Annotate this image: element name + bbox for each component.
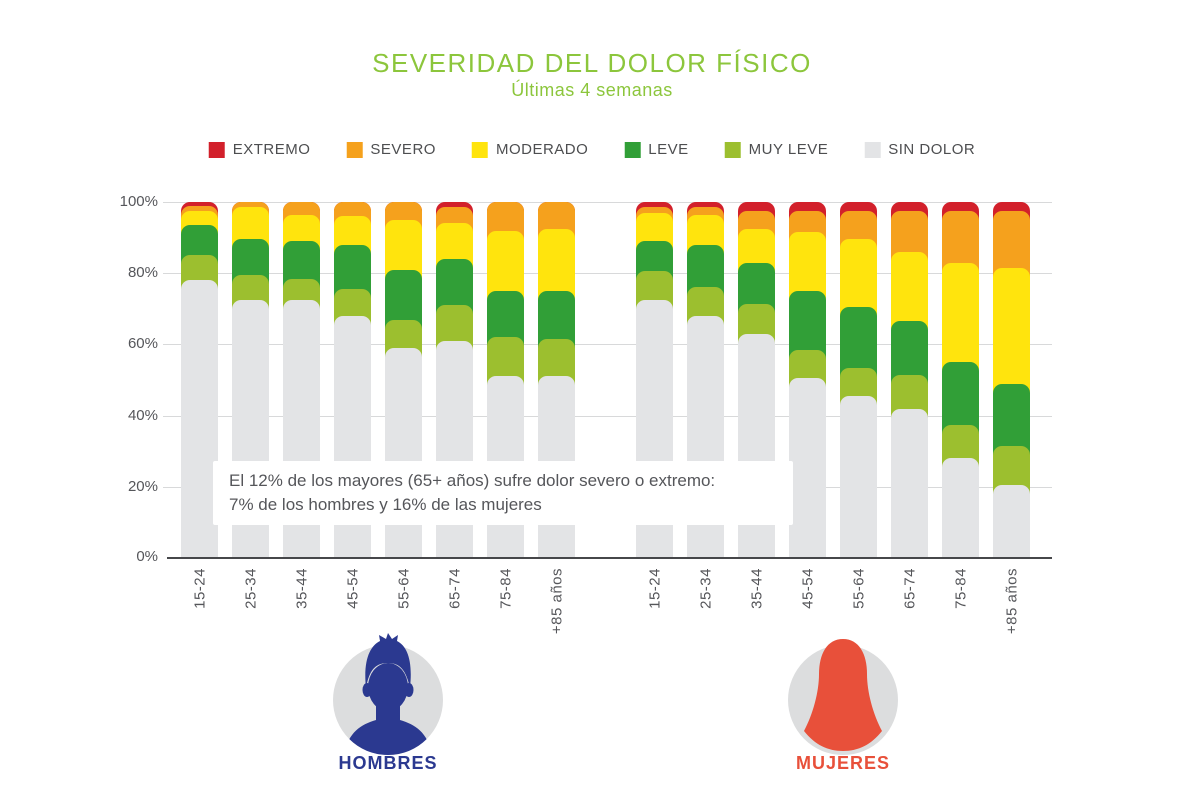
- hombres-label: HOMBRES: [338, 753, 438, 773]
- page-subtitle: Últimas 4 semanas: [511, 80, 673, 100]
- segment-sin_dolor: [436, 340, 473, 558]
- muy-leve-swatch-icon: [724, 141, 741, 158]
- x-axis-label: 45-54: [344, 568, 361, 609]
- legend-label: EXTREMO: [232, 141, 311, 158]
- x-axis-label: 35-44: [293, 568, 310, 609]
- legend-label: LEVE: [648, 141, 689, 158]
- bars-mujeres: 15-24 25-34 35-44 45-54 55-64 65-74 75-84 +85 a…: [636, 202, 1030, 634]
- gridline-40: [163, 416, 1052, 417]
- annotation-line-2: 7% de los hombres y 16% de las mujeres: [229, 494, 542, 514]
- hombres-avatar-icon: [328, 630, 448, 760]
- leve-swatch-icon: [624, 141, 641, 158]
- gridline-100: [163, 202, 1052, 203]
- annotation-line-1: El 12% de los mayores (65+ años) sufre d…: [229, 471, 716, 490]
- x-axis-label: 45-54: [799, 568, 816, 609]
- segment-sin_dolor: [891, 408, 928, 558]
- bar-mujeres-45-54: 45-54: [789, 202, 826, 609]
- legend-item-severo: SEVERO: [346, 141, 436, 158]
- y-axis-tick: 60%: [127, 335, 158, 352]
- x-axis-label: 35-44: [748, 568, 765, 609]
- legend-item-muy-leve: MUY LEVE: [724, 141, 829, 158]
- x-axis-label: 65-74: [446, 568, 463, 609]
- legend-label: SIN DOLOR: [888, 141, 976, 158]
- segment-sin_dolor: [840, 396, 877, 558]
- mujeres-avatar-icon: [783, 630, 903, 760]
- x-axis-label: 55-64: [850, 568, 867, 609]
- x-axis-label: 25-34: [242, 568, 259, 609]
- gridline-60: [163, 344, 1052, 345]
- x-axis-label: 65-74: [901, 568, 918, 609]
- bar-mujeres-55-64: 55-64: [840, 202, 877, 609]
- x-axis-label: 25-34: [697, 568, 714, 609]
- segment-sin_dolor: [789, 378, 826, 558]
- legend-label: MUY LEVE: [748, 141, 829, 158]
- y-axis-tick: 0%: [136, 548, 158, 565]
- y-axis-tick: 80%: [127, 264, 158, 281]
- legend-item-sin-dolor: SIN DOLOR: [864, 141, 975, 158]
- x-axis-label: 15-24: [646, 568, 663, 609]
- severo-swatch-icon: [346, 141, 363, 158]
- x-axis-label: +85 años: [548, 568, 565, 635]
- x-axis-label: +85 años: [1003, 568, 1020, 635]
- x-axis-label: 55-64: [395, 568, 412, 609]
- legend-item-moderado: MODERADO: [471, 141, 589, 158]
- x-axis-label: 75-84: [952, 568, 969, 609]
- segment-sin_dolor: [385, 348, 422, 558]
- legend-item-leve: LEVE: [624, 141, 688, 158]
- annotation-box: El 12% de los mayores (65+ años) sufre d…: [213, 461, 793, 525]
- bar-hombres-15-24: 15-24: [181, 202, 218, 609]
- x-axis-line: [167, 557, 1052, 559]
- gridline-80: [163, 273, 1052, 274]
- segment-sin_dolor: [942, 458, 979, 558]
- legend-label: MODERADO: [495, 141, 589, 158]
- x-axis-label: 15-24: [191, 568, 208, 609]
- mujeres-label: MUJERES: [795, 753, 891, 773]
- legend-item-extremo: EXTREMO: [208, 141, 311, 158]
- segment-sin_dolor: [181, 280, 218, 558]
- segment-sin_dolor: [993, 485, 1030, 558]
- bar-mujeres-65-74: 65-74: [891, 202, 928, 609]
- legend: EXTREMO SEVERO MODERADO LEVE MUY LEVE SI…: [208, 141, 976, 158]
- y-axis-tick: 20%: [127, 478, 158, 495]
- sin-dolor-swatch-icon: [864, 141, 881, 158]
- legend-label: SEVERO: [370, 141, 436, 158]
- page-title: SEVERIDAD DEL DOLOR FÍSICO: [372, 48, 812, 78]
- bar-mujeres-75-84: 75-84: [942, 202, 979, 609]
- y-axis-tick: 40%: [127, 407, 158, 424]
- extremo-swatch-icon: [208, 141, 225, 158]
- bar-mujeres-+85 años: +85 años: [993, 202, 1030, 634]
- moderado-swatch-icon: [471, 141, 488, 158]
- y-axis-tick: 100%: [119, 193, 158, 210]
- x-axis-label: 75-84: [497, 568, 514, 609]
